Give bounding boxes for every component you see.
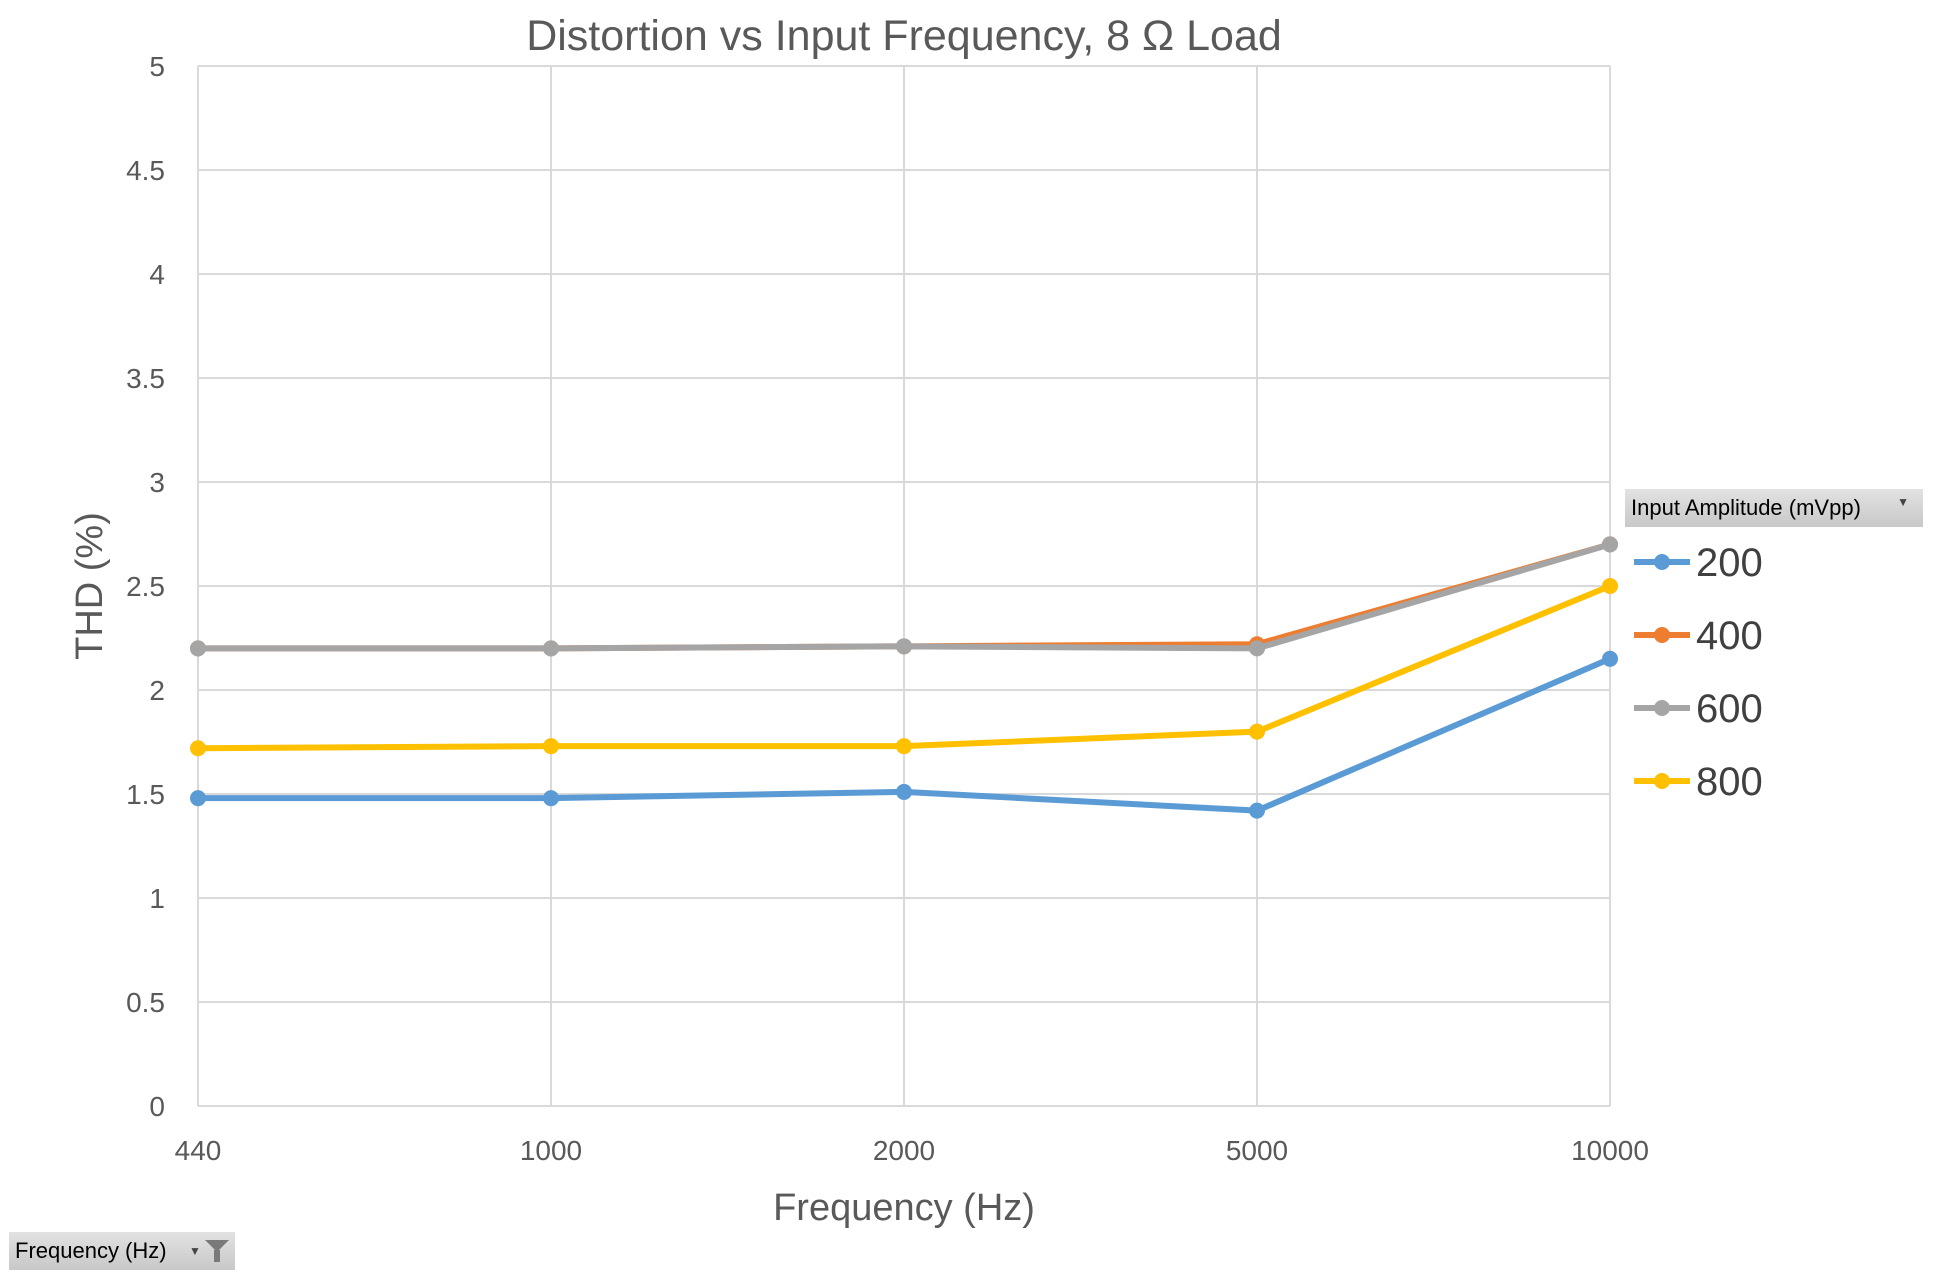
y-tick-label: 3.5	[126, 363, 165, 394]
y-tick-label: 0.5	[126, 987, 165, 1018]
y-tick-label: 2	[149, 675, 165, 706]
y-tick-label: 3	[149, 467, 165, 498]
legend-label: 600	[1696, 687, 1763, 731]
legend-label: 800	[1696, 760, 1763, 804]
y-tick-label: 2.5	[126, 571, 165, 602]
x-axis-title: Frequency (Hz)	[773, 1187, 1035, 1229]
legend-label: 200	[1696, 541, 1763, 585]
x-tick-label: 2000	[873, 1135, 935, 1166]
data-point	[543, 640, 559, 657]
legend-marker	[1654, 554, 1670, 570]
data-point	[896, 738, 912, 755]
legend-item-400[interactable]: 400	[1634, 614, 1763, 658]
x-tick-labels: 440 1000 2000 5000 10000	[175, 1135, 1649, 1166]
y-tick-label: 4.5	[126, 155, 165, 186]
data-point	[1602, 536, 1618, 553]
data-point	[1602, 578, 1618, 594]
filter-icon-stem	[214, 1250, 220, 1262]
axis-field-label: Frequency (Hz)	[15, 1238, 167, 1263]
y-tick-label: 5	[149, 51, 165, 82]
series-lines	[190, 536, 1618, 819]
series-600	[190, 536, 1618, 657]
series-200	[190, 650, 1618, 819]
x-tick-label: 440	[175, 1135, 222, 1166]
data-point	[543, 790, 559, 807]
legend-marker	[1654, 773, 1670, 789]
legend-label: 400	[1696, 614, 1763, 658]
data-point	[1249, 802, 1265, 819]
data-point	[1249, 723, 1265, 740]
legend-marker	[1654, 627, 1670, 643]
legend-item-600[interactable]: 600	[1634, 687, 1763, 731]
y-tick-label: 0	[149, 1091, 165, 1122]
data-point	[543, 738, 559, 755]
legend-marker	[1654, 700, 1670, 716]
data-point	[896, 638, 912, 655]
y-tick-label: 1.5	[126, 779, 165, 810]
data-point	[1602, 650, 1618, 667]
data-point	[190, 790, 206, 807]
legend-field-button[interactable]: Input Amplitude (mVpp) ▼	[1625, 489, 1923, 527]
data-point	[1249, 640, 1265, 657]
dropdown-arrow-icon[interactable]: ▼	[189, 1244, 201, 1258]
dropdown-arrow-icon[interactable]: ▼	[1897, 495, 1909, 509]
axis-field-button[interactable]: Frequency (Hz) ▼	[9, 1232, 235, 1270]
x-tick-label: 10000	[1571, 1135, 1649, 1166]
data-point	[190, 640, 206, 657]
gridlines	[197, 65, 1611, 1107]
x-tick-label: 1000	[520, 1135, 582, 1166]
y-tick-labels: 0 0.5 1 1.5 2 2.5 3 3.5 4 4.5 5	[126, 51, 165, 1122]
y-tick-label: 1	[149, 883, 165, 914]
y-tick-label: 4	[149, 259, 165, 290]
legend-item-200[interactable]: 200	[1634, 541, 1763, 585]
legend-field-label: Input Amplitude (mVpp)	[1631, 495, 1861, 520]
legend-item-800[interactable]: 800	[1634, 760, 1763, 804]
series-800	[190, 578, 1618, 757]
legend: 200 400 600 800	[1634, 541, 1763, 804]
x-tick-label: 5000	[1226, 1135, 1288, 1166]
data-point	[190, 740, 206, 757]
chart-title: Distortion vs Input Frequency, 8 Ω Load	[526, 12, 1282, 60]
filter-icon[interactable]	[205, 1240, 229, 1252]
y-axis-title: THD (%)	[69, 512, 111, 660]
data-point	[896, 783, 912, 800]
